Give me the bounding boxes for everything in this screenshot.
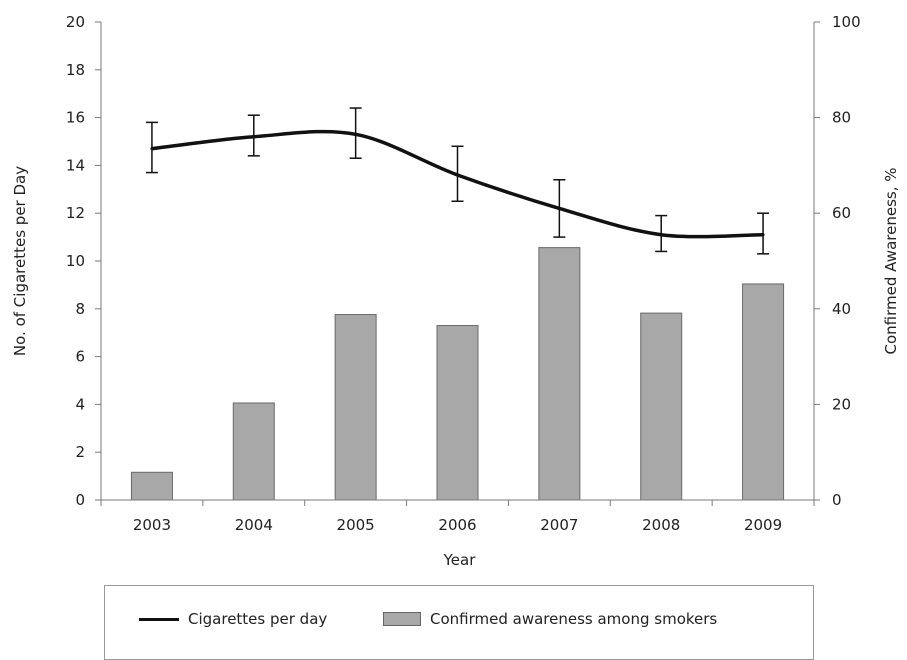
left-tick-label: 2 — [75, 443, 85, 461]
legend-bar-swatch — [383, 612, 421, 626]
line-point-2008 — [659, 233, 663, 237]
right-axis-title: Confirmed Awareness, % — [882, 168, 900, 355]
line-point-2009 — [761, 233, 765, 237]
left-tick-label: 20 — [66, 13, 85, 31]
left-tick-label: 6 — [75, 348, 85, 366]
x-tick-label: 2004 — [235, 516, 273, 534]
line-point-2004 — [252, 135, 256, 139]
legend-entry-bar: Confirmed awareness among smokers — [383, 610, 717, 628]
line-point-2006 — [456, 173, 459, 177]
left-tick-label: 8 — [75, 300, 85, 318]
right-tick-label: 60 — [832, 204, 851, 222]
bar-2004 — [232, 402, 275, 501]
left-tick-label: 12 — [66, 204, 85, 222]
line-point-2003 — [150, 147, 154, 151]
right-tick-label: 100 — [832, 13, 861, 31]
bar-2009 — [742, 283, 785, 501]
bar-2006 — [436, 325, 479, 501]
x-tick-label: 2008 — [642, 516, 680, 534]
axes — [95, 21, 820, 506]
legend-line-label: Cigarettes per day — [188, 610, 328, 628]
left-tick-label: 16 — [66, 109, 85, 127]
x-tick-label: 2007 — [540, 516, 578, 534]
bar-2007 — [538, 247, 581, 501]
left-tick-label: 10 — [66, 252, 85, 270]
line-point-2005 — [354, 132, 358, 136]
legend-bar-label: Confirmed awareness among smokers — [430, 610, 718, 628]
x-tick-label: 2005 — [337, 516, 375, 534]
bar-2003 — [130, 471, 173, 501]
bar-2005 — [334, 314, 377, 501]
left-tick-label: 14 — [66, 156, 85, 174]
bar-2008 — [640, 312, 683, 501]
left-axis-title: No. of Cigarettes per Day — [11, 166, 29, 356]
line-series — [145, 107, 770, 255]
x-tick-label: 2006 — [438, 516, 476, 534]
right-tick-label: 40 — [832, 300, 851, 318]
line-point-2007 — [557, 206, 561, 210]
right-tick-label: 20 — [832, 395, 851, 413]
legend: Cigarettes per day Confirmed awareness a… — [104, 585, 814, 660]
axis-labels: 0 2 4 6 8 10 12 14 16 18 20 0 20 40 60 80 100 2003 2004 200… — [11, 13, 900, 569]
x-axis-title: Year — [443, 551, 477, 569]
legend-entry-line: Cigarettes per day — [139, 610, 327, 628]
right-tick-label: 0 — [832, 491, 842, 509]
left-tick-label: 18 — [66, 61, 85, 79]
legend-line-swatch — [139, 617, 179, 621]
bar-series — [130, 247, 785, 501]
x-tick-label: 2003 — [133, 516, 171, 534]
left-tick-label: 4 — [75, 395, 85, 413]
left-tick-label: 0 — [75, 491, 85, 509]
right-tick-label: 80 — [832, 109, 851, 127]
x-tick-label: 2009 — [744, 516, 782, 534]
